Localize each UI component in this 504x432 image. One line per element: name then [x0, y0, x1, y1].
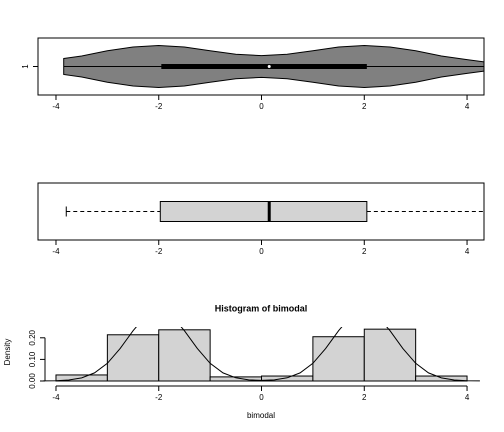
x-tick-label: 0 — [259, 393, 264, 402]
bar — [158, 329, 211, 382]
x-tick-label: -4 — [52, 247, 60, 256]
x-tick-label: -2 — [155, 102, 163, 111]
bar — [106, 334, 160, 382]
x-tick-label: -4 — [52, 393, 60, 402]
x-tick-label: 2 — [362, 393, 367, 402]
density-line — [43, 327, 480, 382]
x-tick-label: 4 — [465, 247, 470, 256]
x-tick-label: 0 — [259, 102, 264, 111]
chart-title: Histogram of bimodal — [215, 303, 308, 313]
y-tick-label: 0.20 — [28, 329, 37, 345]
plot-frame — [37, 182, 485, 241]
x-tick-label: 4 — [465, 102, 470, 111]
x-tick-label: -2 — [155, 247, 163, 256]
y-tick-label: 0.10 — [28, 351, 37, 367]
bar — [363, 328, 417, 382]
plot-area — [65, 201, 484, 222]
y-axis-label: Density — [3, 339, 12, 366]
box — [159, 201, 368, 222]
plot-area — [63, 44, 484, 89]
x-tick-label: 2 — [362, 102, 367, 111]
y-tick-label: 0.00 — [28, 373, 37, 389]
plot-area — [43, 327, 480, 382]
median — [267, 65, 271, 68]
bar — [312, 336, 365, 382]
x-tick-label: -4 — [52, 102, 60, 111]
x-tick-label: -2 — [155, 393, 163, 402]
y-tick-label: 1 — [21, 64, 30, 69]
x-tick-label: 2 — [362, 247, 367, 256]
bar — [415, 375, 468, 382]
x-tick-label: 0 — [259, 247, 264, 256]
x-tick-label: 4 — [465, 393, 470, 402]
x-axis-label: bimodal — [247, 411, 275, 420]
